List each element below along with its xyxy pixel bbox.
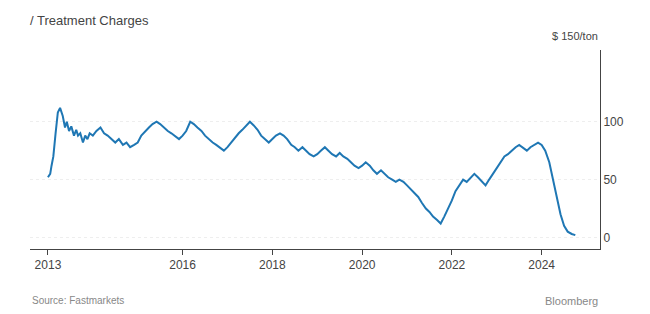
svg-text:2018: 2018 bbox=[259, 258, 286, 272]
svg-text:Source: Fastmarkets: Source: Fastmarkets bbox=[32, 295, 124, 306]
svg-text:2013: 2013 bbox=[35, 258, 62, 272]
svg-text:Bloomberg: Bloomberg bbox=[545, 295, 598, 307]
svg-text:2016: 2016 bbox=[169, 258, 196, 272]
svg-text:2022: 2022 bbox=[439, 258, 466, 272]
svg-text:2020: 2020 bbox=[349, 258, 376, 272]
svg-text:/ Treatment Charges: / Treatment Charges bbox=[30, 13, 149, 28]
svg-text:0: 0 bbox=[603, 231, 610, 245]
svg-text:$ 150/ton: $ 150/ton bbox=[552, 30, 598, 42]
svg-text:50: 50 bbox=[603, 173, 617, 187]
svg-text:100: 100 bbox=[603, 115, 623, 129]
svg-text:2024: 2024 bbox=[528, 258, 555, 272]
